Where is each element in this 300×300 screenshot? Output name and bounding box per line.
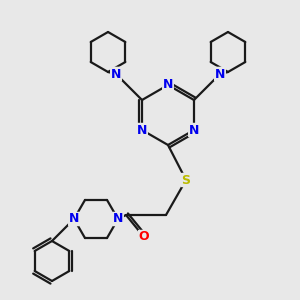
Text: N: N — [111, 68, 121, 80]
Text: N: N — [215, 68, 225, 80]
Text: N: N — [215, 68, 225, 80]
Text: S: S — [182, 173, 190, 187]
Text: S: S — [182, 173, 190, 187]
Text: N: N — [189, 124, 199, 136]
Text: N: N — [189, 124, 199, 136]
Text: N: N — [69, 212, 79, 226]
Text: N: N — [111, 68, 121, 80]
Text: N: N — [111, 68, 121, 80]
Text: N: N — [69, 212, 79, 226]
Text: N: N — [163, 79, 173, 92]
Text: N: N — [137, 124, 147, 136]
Text: N: N — [215, 68, 225, 80]
Text: O: O — [139, 230, 149, 244]
Text: N: N — [137, 124, 147, 136]
Text: N: N — [163, 79, 173, 92]
Text: O: O — [139, 230, 149, 244]
Text: N: N — [113, 212, 123, 226]
Text: N: N — [113, 212, 123, 226]
